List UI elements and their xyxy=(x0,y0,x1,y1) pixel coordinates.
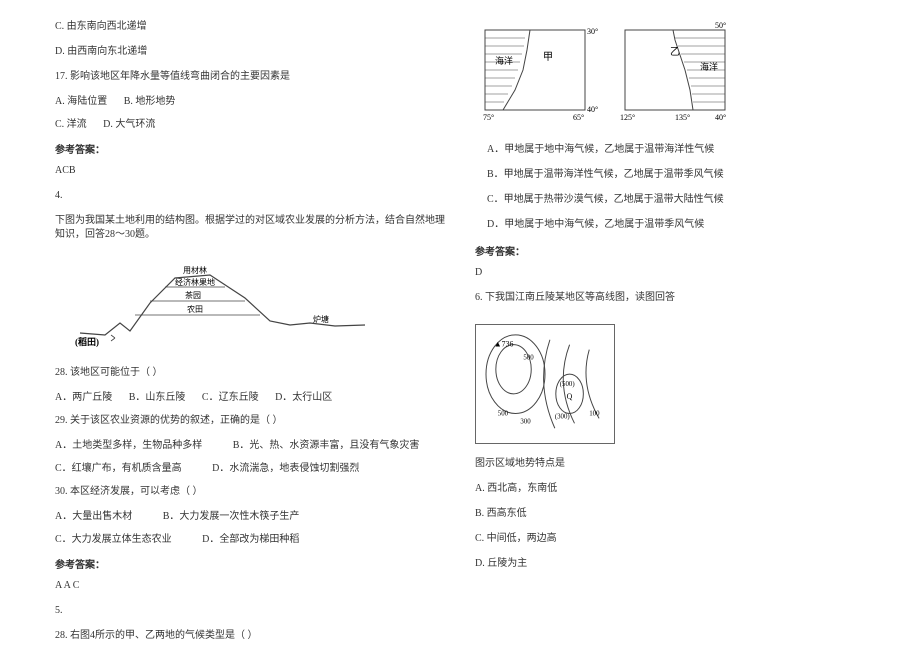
option-c: C. 由东南向西北递增 xyxy=(55,20,445,34)
c300a: 300 xyxy=(520,418,531,425)
q30-ab: A．大量出售木材 B．大力发展一次性木筷子生产 xyxy=(55,510,445,524)
q6-b: B. 西高东低 xyxy=(475,507,865,521)
c500c: (500) xyxy=(560,381,575,388)
c500a: 500 xyxy=(523,354,534,361)
answer-label-1: 参考答案： xyxy=(55,141,445,156)
q6-c: C. 中间低，两边高 xyxy=(475,532,865,546)
c500b: 500 xyxy=(498,410,509,417)
hill-left-label: (稻田) xyxy=(75,336,99,347)
map-diagram: 海洋 甲 30° 40° 75° 65° 海洋 乙 50° 40° 125° 1… xyxy=(475,20,735,130)
q6-a: A. 西北高，东南低 xyxy=(475,482,865,496)
q28-b: B．山东丘陵 xyxy=(129,392,186,403)
hill-label-4: 炉塘 xyxy=(313,314,329,324)
q6-sub: 图示区域地势特点是 xyxy=(475,457,865,471)
q29-a: A．土地类型多样，生物品种多样 xyxy=(55,440,202,451)
q17-opts-ab: A. 海陆位置 B. 地形地势 xyxy=(55,95,445,109)
map-sea-2: 海洋 xyxy=(700,61,718,72)
q29-c: C．红壤广布，有机质含量高 xyxy=(55,463,182,474)
q6-text: 6. 下我国江南丘陵某地区等高线图，读图回答 xyxy=(475,291,865,305)
map-yi: 乙 xyxy=(670,46,680,58)
q17-a: A. 海陆位置 xyxy=(55,96,107,107)
map-jia: 甲 xyxy=(543,52,553,63)
cQ: Q xyxy=(567,392,573,401)
q30-cd: C．大力发展立体生态农业 D．全部改为梯田种稻 xyxy=(55,533,445,547)
map-opt-d: D．甲地属于地中海气候，乙地属于温带季风气候 xyxy=(475,218,865,232)
c100: 100 xyxy=(589,410,600,417)
lon135: 135° xyxy=(675,113,690,122)
q17-text: 17. 影响该地区年降水量等值线弯曲闭合的主要因素是 xyxy=(55,70,445,84)
lat30: 30° xyxy=(587,27,598,36)
c300b: (300) xyxy=(555,413,570,420)
q17-opts-cd: C. 洋流 D. 大气环流 xyxy=(55,118,445,132)
q30-c: C．大力发展立体生态农业 xyxy=(55,534,172,545)
q28-opts: A．两广丘陵 B．山东丘陵 C．辽东丘陵 D．太行山区 xyxy=(55,391,445,405)
q29: 29. 关于该区农业资源的优势的叙述，正确的是（ ） xyxy=(55,414,445,428)
option-d: D. 由西南向东北递增 xyxy=(55,45,445,59)
lon65: 65° xyxy=(573,113,584,122)
q28-c: C．辽东丘陵 xyxy=(202,392,259,403)
q5-num: 5. xyxy=(55,604,445,618)
left-column: C. 由东南向西北递增 D. 由西南向东北递增 17. 影响该地区年降水量等值线… xyxy=(40,20,460,631)
q28-b2: 28. 右图4所示的甲、乙两地的气候类型是（ ） xyxy=(55,629,445,643)
q28-d: D．太行山区 xyxy=(275,392,332,403)
map-opt-a: A．甲地属于地中海气候，乙地属于温带海洋性气候 xyxy=(475,143,865,157)
q6-d: D. 丘陵为主 xyxy=(475,557,865,571)
answer-1: ACB xyxy=(55,164,445,178)
q28: 28. 该地区可能位于（ ） xyxy=(55,366,445,380)
q17-c: C. 洋流 xyxy=(55,119,87,130)
right-column: 海洋 甲 30° 40° 75° 65° 海洋 乙 50° 40° 125° 1… xyxy=(460,20,880,631)
answer-label-2: 参考答案： xyxy=(55,556,445,571)
map-sea-1: 海洋 xyxy=(495,55,513,66)
hill-label-0: 用材林 xyxy=(183,265,207,275)
answer-2: A A C xyxy=(55,579,445,593)
q4-text: 下图为我国某土地利用的结构图。根据学过的对区域农业发展的分析方法，结合自然地理知… xyxy=(55,214,445,242)
lat40b: 40° xyxy=(715,113,726,122)
q30-b: B．大力发展一次性木筷子生产 xyxy=(163,511,300,522)
map-opt-c: C．甲地属于热带沙漠气候，乙地属于温带大陆性气候 xyxy=(475,193,865,207)
q30-a: A．大量出售木材 xyxy=(55,511,132,522)
map-opt-b: B．甲地属于温带海洋性气候，乙地属于温带季风气候 xyxy=(475,168,865,182)
q29-cd: C．红壤广布，有机质含量高 D．水流湍急，地表侵蚀切割强烈 xyxy=(55,462,445,476)
answer-d: D xyxy=(475,266,865,280)
lon75: 75° xyxy=(483,113,494,122)
q29-b: B．光、热、水资源丰富，且没有气象灾害 xyxy=(233,440,420,451)
q29-ab: A．土地类型多样，生物品种多样 B．光、热、水资源丰富，且没有气象灾害 xyxy=(55,439,445,453)
contour-diagram: ▲736 500 500 (500) 300 (300) 100 Q xyxy=(475,324,615,444)
hill-label-3: 农田 xyxy=(187,304,203,314)
q17-b: B. 地形地势 xyxy=(124,96,176,107)
q30-d: D．全部改为梯田种稻 xyxy=(202,534,299,545)
q17-d: D. 大气环流 xyxy=(103,119,155,130)
q30: 30. 本区经济发展，可以考虑（ ） xyxy=(55,485,445,499)
hill-label-1: 经济林果地 xyxy=(175,277,215,287)
lat50: 50° xyxy=(715,21,726,30)
q29-d: D．水流湍急，地表侵蚀切割强烈 xyxy=(212,463,359,474)
hill-label-2: 茶园 xyxy=(185,290,201,300)
hill-diagram: 用材林 经济林果地 茶园 农田 炉塘 (稻田) xyxy=(75,263,375,353)
lat40a: 40° xyxy=(587,105,598,114)
contour-peak: ▲736 xyxy=(494,340,514,349)
q28-a: A．两广丘陵 xyxy=(55,392,112,403)
lon125: 125° xyxy=(620,113,635,122)
q4-num: 4. xyxy=(55,189,445,203)
answer-label-3: 参考答案： xyxy=(475,243,865,258)
